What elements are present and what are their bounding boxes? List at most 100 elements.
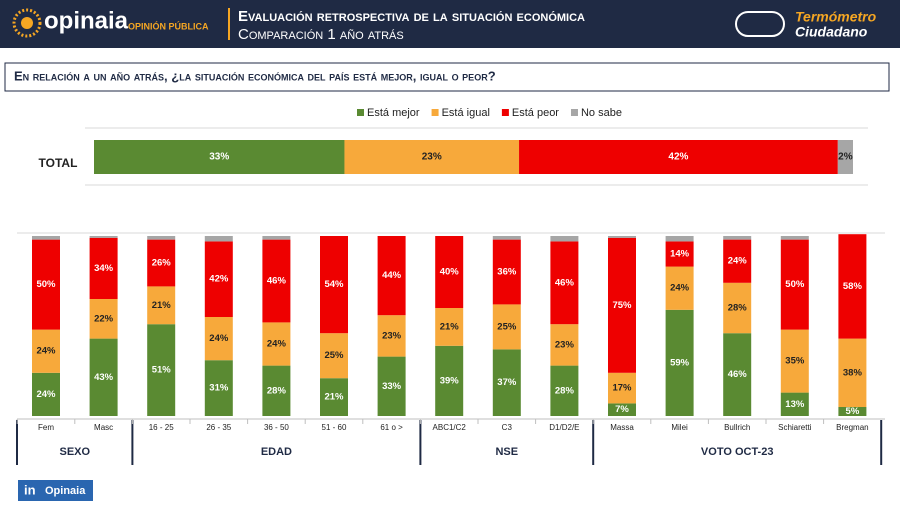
linkedin-badge[interactable] — [18, 480, 93, 501]
value-label: 13% — [785, 399, 805, 410]
bar-segment — [608, 237, 636, 373]
bar-segment — [780, 236, 809, 240]
legend-label: Está peor — [512, 107, 559, 119]
bar-segment — [780, 329, 809, 393]
value-label: 17% — [612, 383, 632, 394]
value-label: 22% — [94, 313, 114, 324]
x-tick-label: Fem — [38, 423, 54, 432]
bar-segment — [723, 333, 752, 416]
value-label: 23% — [382, 330, 402, 341]
bar-segment — [780, 239, 809, 330]
group-label: EDAD — [261, 446, 292, 458]
bar-segment — [32, 236, 60, 240]
value-label: 28% — [267, 385, 287, 396]
value-label: 23% — [555, 339, 575, 350]
x-tick-label: C3 — [502, 423, 513, 432]
badge-icon — [735, 11, 785, 37]
question: En relación a un año atrás, ¿la situació… — [14, 68, 496, 83]
x-tick-label: Bullrich — [724, 423, 750, 432]
value-label: 39% — [440, 375, 460, 386]
value-label: 21% — [440, 321, 460, 332]
bar-segment — [435, 236, 464, 308]
bar-segment — [32, 239, 60, 330]
linkedin-label[interactable]: Opinaia — [45, 485, 86, 497]
bar-segment — [608, 236, 636, 238]
linkedin-icon[interactable]: in — [24, 482, 36, 497]
bar-segment — [492, 239, 521, 305]
x-tick-label: 36 - 50 — [264, 423, 289, 432]
bar-segment — [262, 239, 291, 323]
bar-segment — [550, 365, 579, 416]
bar-segment — [780, 392, 809, 416]
value-label: 36% — [497, 267, 517, 278]
bar-segment — [204, 241, 233, 317]
bar-segment — [377, 356, 406, 416]
bar-segment — [320, 378, 348, 416]
bar-segment — [608, 403, 636, 416]
value-label: 37% — [497, 377, 517, 388]
legend-swatch — [431, 109, 439, 116]
bar-segment — [519, 140, 838, 174]
bar-segment — [723, 239, 752, 283]
value-label: 31% — [209, 383, 229, 394]
value-label: 24% — [36, 389, 56, 400]
question-box — [4, 62, 890, 92]
bar-segment — [377, 315, 406, 357]
value-label: 23% — [422, 152, 442, 163]
bar-segment — [147, 239, 176, 287]
legend-swatch — [357, 109, 364, 116]
brand: opinaia — [44, 7, 129, 34]
bar-segment — [550, 241, 579, 325]
bar-segment — [435, 308, 464, 346]
value-label: 46% — [267, 276, 287, 287]
value-label: 42% — [209, 274, 229, 285]
badge-line2: Ciudadano — [795, 24, 868, 40]
x-tick-label: D1/D2/E — [549, 423, 579, 432]
subtitle: Comparación 1 año atrás — [238, 26, 404, 43]
brand-sub: OPINIÓN PÚBLICA — [128, 20, 209, 31]
legend-swatch — [570, 109, 578, 116]
value-label: 59% — [670, 357, 690, 368]
value-label: 28% — [555, 385, 575, 396]
value-label: 44% — [382, 270, 402, 281]
bar-segment — [723, 236, 752, 240]
legend-swatch — [501, 109, 509, 116]
value-label: 24% — [728, 256, 748, 267]
header-bar — [0, 0, 900, 48]
bar-segment — [204, 317, 233, 361]
legend-label: No sabe — [581, 107, 622, 119]
bar-segment — [89, 237, 118, 299]
value-label: 33% — [382, 381, 402, 392]
bar-segment — [344, 140, 520, 174]
bar-segment — [320, 236, 348, 334]
value-label: 75% — [612, 300, 632, 311]
bar-segment — [377, 236, 406, 316]
value-label: 42% — [668, 152, 688, 163]
bar-segment — [32, 329, 60, 373]
bar-segment — [550, 236, 579, 242]
bar-segment — [435, 345, 464, 416]
value-label: 58% — [843, 281, 863, 292]
bar-segment — [837, 140, 853, 174]
value-label: 5% — [846, 406, 860, 417]
bar-segment — [838, 234, 867, 339]
bar-segment — [262, 322, 291, 366]
value-label: 26% — [152, 258, 172, 269]
value-label: 21% — [152, 300, 172, 311]
value-label: 24% — [267, 339, 287, 350]
legend-label: Está igual — [442, 107, 490, 119]
title: Evaluación retrospectiva de la situación… — [238, 8, 585, 25]
value-label: 2% — [838, 152, 853, 163]
bar-segment — [723, 282, 752, 334]
bar-segment — [147, 324, 176, 416]
bar-segment — [32, 372, 60, 416]
value-label: 7% — [615, 404, 629, 415]
charts: Está mejor Está igual Está peor No sabe TOTA… — [16, 107, 885, 465]
bar-segment — [550, 324, 579, 366]
value-label: 46% — [555, 277, 575, 288]
bar-segment — [89, 299, 118, 339]
bar-segment — [262, 236, 291, 240]
value-label: 25% — [497, 321, 517, 332]
bar-segment — [147, 236, 176, 240]
bar-segment — [492, 349, 521, 416]
